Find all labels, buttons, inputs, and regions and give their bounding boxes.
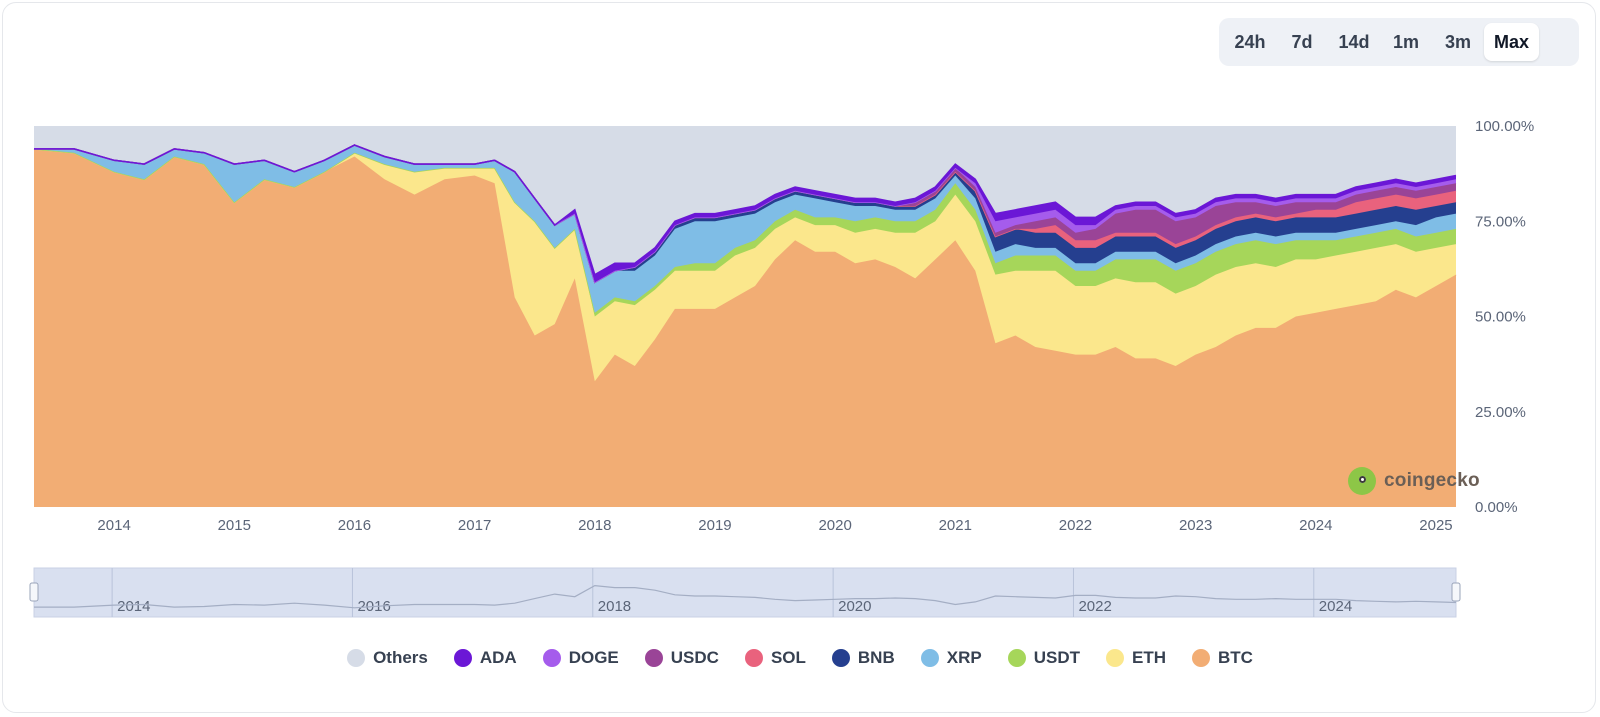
legend-color-dot: [542, 649, 561, 667]
legend-color-dot: [453, 649, 472, 667]
x-tick-label: 2025: [1419, 517, 1452, 534]
navigator-tick-label: 2018: [598, 598, 631, 615]
legend-label: DOGE: [568, 648, 619, 667]
x-tick-label: 2021: [939, 517, 972, 534]
series-areas: [33, 144, 1457, 507]
legend-item-usdc[interactable]: USDC: [644, 648, 719, 668]
navigator-tick-label: 2020: [838, 598, 871, 615]
legend-item-eth[interactable]: ETH: [1105, 648, 1166, 668]
coingecko-watermark: coingecko: [1348, 467, 1480, 495]
legend-label: ADA: [479, 648, 517, 667]
legend-item-sol[interactable]: SOL: [744, 648, 806, 668]
series-line-ada: [34, 144, 1457, 276]
navigator-tick-label: 2022: [1078, 598, 1111, 615]
y-tick-label: 75.00%: [1475, 213, 1526, 230]
y-axis: 0.00% 25.00% 50.00% 75.00% 100.00%: [1475, 118, 1534, 516]
range-button-24h[interactable]: 24h: [1234, 31, 1266, 52]
legend-color-dot: [1105, 649, 1124, 667]
navigator-series-line: [34, 584, 1457, 609]
legend-color-dot: [644, 649, 663, 667]
legend-item-usdt[interactable]: USDT: [1007, 648, 1080, 668]
navigator-tick-label: 2024: [1319, 598, 1352, 615]
time-range-selector: 24h 7d 14d 1m 3m Max: [1219, 18, 1579, 66]
legend-label: ETH: [1131, 648, 1166, 667]
x-tick-label: 2016: [338, 517, 371, 534]
legend-label: Others: [373, 648, 428, 667]
series-area-bnb: [34, 145, 1456, 283]
range-button-max[interactable]: Max: [1484, 23, 1540, 61]
navigator-track[interactable]: [33, 567, 1457, 618]
x-tick-label: 2017: [458, 517, 491, 534]
y-tick-label: 25.00%: [1475, 404, 1526, 421]
x-axis: 2014 2015 2016 2017 2018 2019 2020 2021 2022 2023…: [97, 517, 1452, 534]
legend-color-dot: [1007, 649, 1026, 667]
y-tick-label: 0.00%: [1475, 499, 1518, 516]
x-tick-label: 2020: [818, 517, 851, 534]
legend-label: USDT: [1033, 648, 1080, 667]
legend-color-dot: [744, 649, 763, 667]
range-button-7d[interactable]: 7d: [1291, 31, 1313, 52]
series-area-btc: [34, 148, 1456, 507]
legend-label: BNB: [857, 648, 895, 667]
legend: Others ADA DOGE USDC SOL BNB XRP USDT ETH BTC: [0, 648, 1600, 668]
x-tick-label: 2014: [97, 517, 130, 534]
legend-label: SOL: [770, 648, 806, 667]
series-area-eth: [34, 148, 1456, 382]
series-area-ada: [34, 145, 1456, 283]
gecko-logo-icon: [1348, 467, 1376, 495]
y-tick-label: 50.00%: [1475, 309, 1526, 326]
x-tick-label: 2019: [698, 517, 731, 534]
legend-item-ada[interactable]: ADA: [453, 648, 517, 668]
range-button-3m[interactable]: 3m: [1444, 31, 1471, 52]
range-button-1m[interactable]: 1m: [1392, 31, 1419, 52]
watermark-text: coingecko: [1384, 470, 1480, 491]
x-tick-label: 2024: [1299, 517, 1332, 534]
legend-color-dot: [1191, 649, 1210, 667]
navigator-tick-label: 2014: [117, 598, 150, 615]
legend-color-dot: [347, 649, 366, 667]
y-tick-label: 100.00%: [1475, 118, 1534, 135]
legend-color-dot: [831, 649, 850, 667]
x-tick-label: 2022: [1059, 517, 1092, 534]
series-area-xrp: [34, 145, 1456, 313]
legend-item-bnb[interactable]: BNB: [831, 648, 895, 668]
legend-item-others[interactable]: Others: [347, 648, 428, 668]
x-tick-label: 2015: [218, 517, 251, 534]
legend-label: USDC: [670, 648, 719, 667]
series-area-usdt: [34, 148, 1456, 317]
x-tick-label: 2023: [1179, 517, 1212, 534]
navigator-handle-left[interactable]: [29, 582, 39, 602]
legend-item-xrp[interactable]: XRP: [920, 648, 982, 668]
range-button-14d[interactable]: 14d: [1338, 31, 1370, 52]
navigator-handle-right[interactable]: [1451, 582, 1461, 602]
legend-item-btc[interactable]: BTC: [1191, 648, 1253, 668]
legend-color-dot: [920, 649, 939, 667]
legend-item-doge[interactable]: DOGE: [542, 648, 619, 668]
legend-label: BTC: [1217, 648, 1253, 667]
legend-label: XRP: [946, 648, 982, 667]
range-navigator[interactable]: 2014 2016 2018 2020 2022 2024: [29, 567, 1461, 618]
x-tick-label: 2018: [578, 517, 611, 534]
